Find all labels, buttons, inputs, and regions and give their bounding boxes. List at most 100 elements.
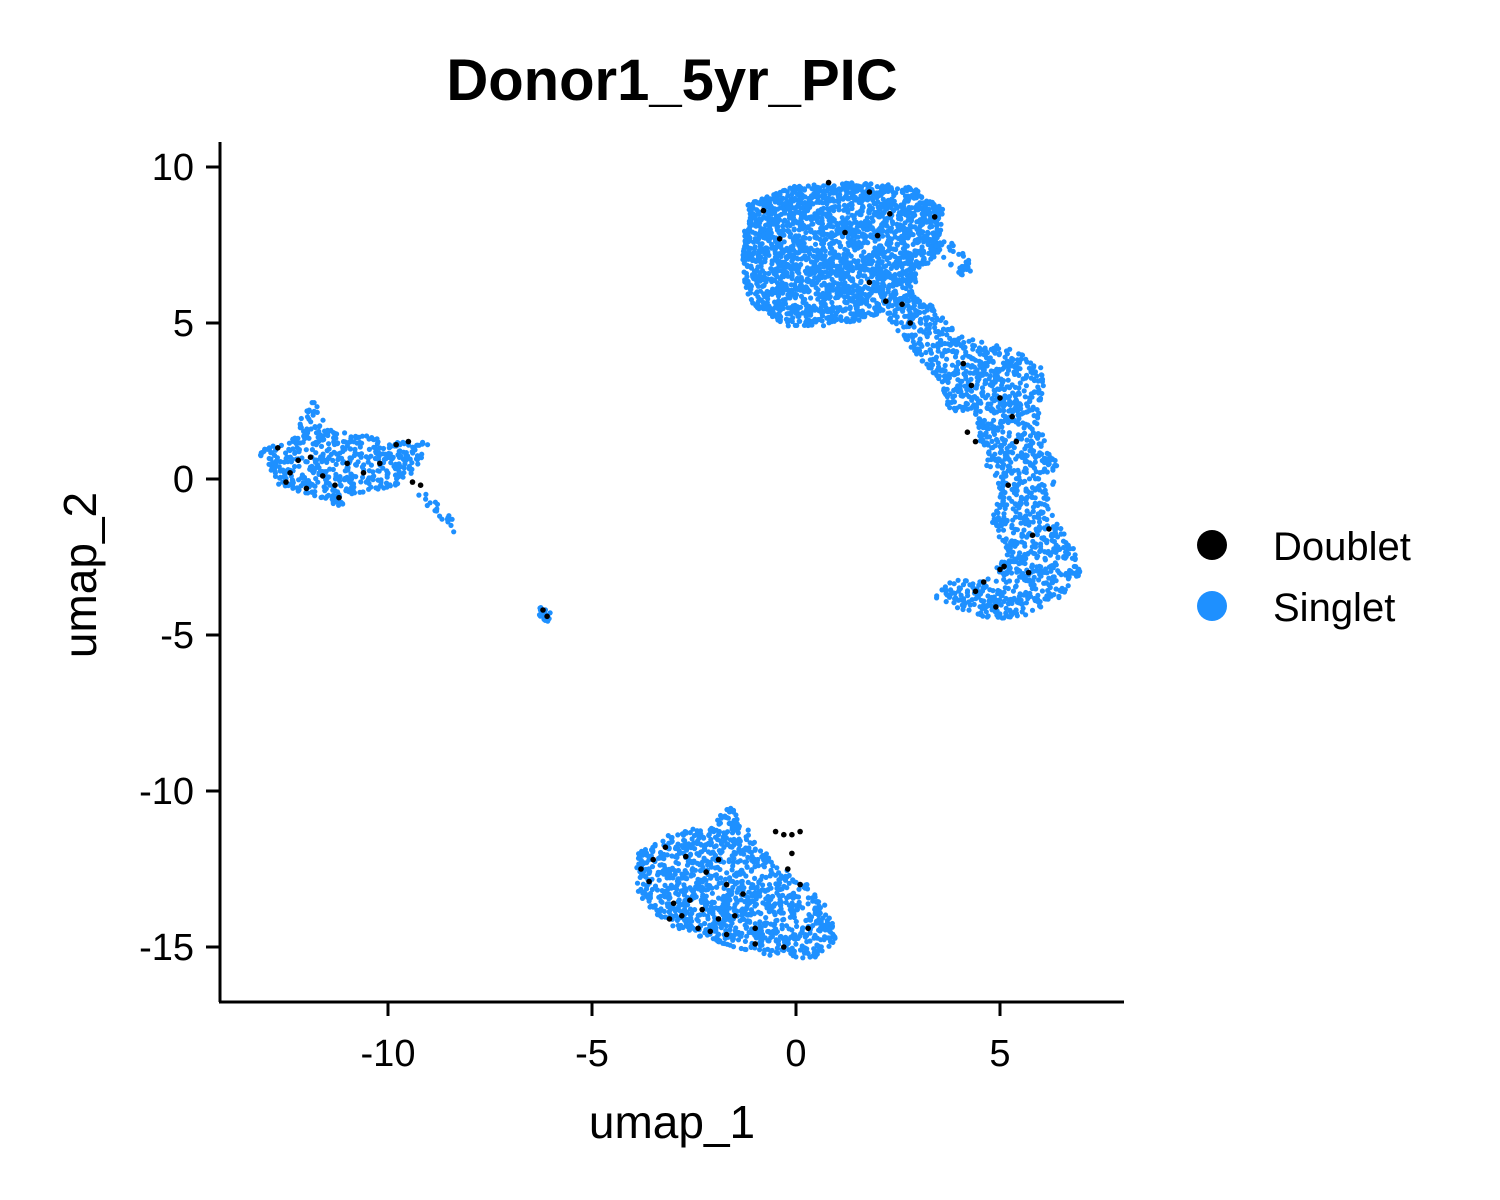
singlet-point — [314, 409, 320, 415]
singlet-point — [769, 258, 775, 264]
singlet-point — [810, 221, 816, 227]
singlet-point — [858, 253, 865, 259]
singlet-point — [1001, 559, 1007, 565]
singlet-point — [325, 456, 331, 462]
singlet-point — [783, 200, 789, 206]
singlet-point — [793, 941, 799, 947]
singlet-point — [434, 508, 440, 514]
singlet-point — [845, 207, 851, 213]
singlet-point — [917, 205, 924, 211]
singlet-point — [1030, 508, 1036, 514]
singlet-point — [904, 226, 910, 232]
singlet-point — [855, 222, 861, 228]
singlet-point — [980, 437, 986, 443]
singlet-point — [891, 207, 897, 213]
singlet-point — [952, 354, 959, 360]
singlet-point — [918, 316, 924, 322]
singlet-point — [773, 918, 779, 924]
singlet-point — [919, 194, 925, 200]
singlet-point — [891, 261, 898, 267]
singlet-point — [764, 222, 770, 228]
singlet-point — [326, 480, 332, 487]
singlet-point — [1011, 559, 1017, 565]
singlet-point — [843, 222, 849, 229]
singlet-point — [292, 450, 298, 456]
singlet-point — [1005, 364, 1012, 370]
singlet-point — [887, 310, 893, 316]
singlet-point — [804, 939, 810, 945]
singlet-point — [799, 243, 806, 250]
singlet-point — [923, 349, 929, 356]
singlet-point — [819, 310, 825, 316]
singlet-point — [926, 199, 933, 205]
singlet-point — [754, 289, 760, 295]
singlet-point — [1025, 488, 1031, 494]
singlet-point — [829, 276, 835, 283]
singlet-point — [1011, 445, 1017, 451]
singlet-point — [408, 470, 414, 476]
singlet-point — [326, 441, 332, 447]
singlet-point — [747, 224, 753, 230]
singlet-point — [775, 311, 782, 317]
singlet-point — [835, 308, 841, 314]
singlet-point — [300, 480, 306, 486]
singlet-point — [918, 320, 924, 326]
singlet-point — [823, 236, 829, 242]
singlet-point — [722, 876, 729, 882]
singlet-point — [675, 899, 681, 905]
singlet-point — [1001, 470, 1007, 476]
singlet-point — [916, 348, 923, 354]
singlet-point — [946, 594, 953, 600]
singlet-point — [789, 215, 795, 221]
singlet-point — [927, 321, 933, 328]
singlet-point — [900, 276, 906, 282]
singlet-point — [912, 195, 918, 201]
singlet-point — [765, 249, 771, 255]
singlet-point — [943, 599, 949, 605]
singlet-point — [772, 299, 778, 305]
singlet-point — [999, 593, 1005, 599]
singlet-point — [741, 246, 747, 252]
singlet-point — [1050, 574, 1056, 580]
singlet-point — [834, 220, 840, 227]
singlet-point — [744, 274, 750, 280]
singlet-point — [768, 921, 774, 927]
singlet-point — [840, 289, 846, 295]
singlet-point — [971, 402, 977, 408]
singlet-point — [987, 355, 993, 361]
singlet-point — [981, 432, 987, 438]
singlet-point — [913, 279, 919, 285]
singlet-point — [879, 281, 886, 287]
singlet-point — [892, 288, 898, 294]
singlet-point — [755, 264, 761, 270]
singlet-point — [762, 259, 768, 265]
singlet-point — [857, 263, 863, 269]
singlet-point — [873, 310, 879, 316]
singlet-point — [775, 293, 782, 299]
singlet-point — [921, 260, 927, 266]
singlet-point — [782, 286, 788, 292]
singlet-point — [912, 212, 918, 218]
singlet-point — [1054, 534, 1061, 540]
singlet-point — [985, 442, 991, 448]
singlet-point — [928, 223, 934, 229]
singlet-point — [1036, 500, 1043, 506]
singlet-point — [340, 447, 346, 453]
singlet-point — [772, 248, 778, 254]
singlet-point — [731, 856, 737, 862]
singlet-point — [1003, 416, 1009, 422]
singlet-point — [778, 198, 784, 204]
singlet-point — [949, 348, 956, 355]
singlet-point — [773, 272, 779, 279]
singlet-point — [1009, 525, 1015, 531]
singlet-point — [780, 250, 786, 256]
singlet-point — [790, 303, 796, 309]
singlet-point — [1030, 504, 1037, 510]
singlet-point — [360, 474, 366, 480]
singlet-point — [810, 253, 817, 259]
singlet-point — [916, 264, 922, 270]
singlet-point — [843, 300, 849, 306]
singlet-point — [396, 468, 402, 474]
singlet-point — [366, 468, 372, 474]
singlet-point — [811, 935, 817, 941]
